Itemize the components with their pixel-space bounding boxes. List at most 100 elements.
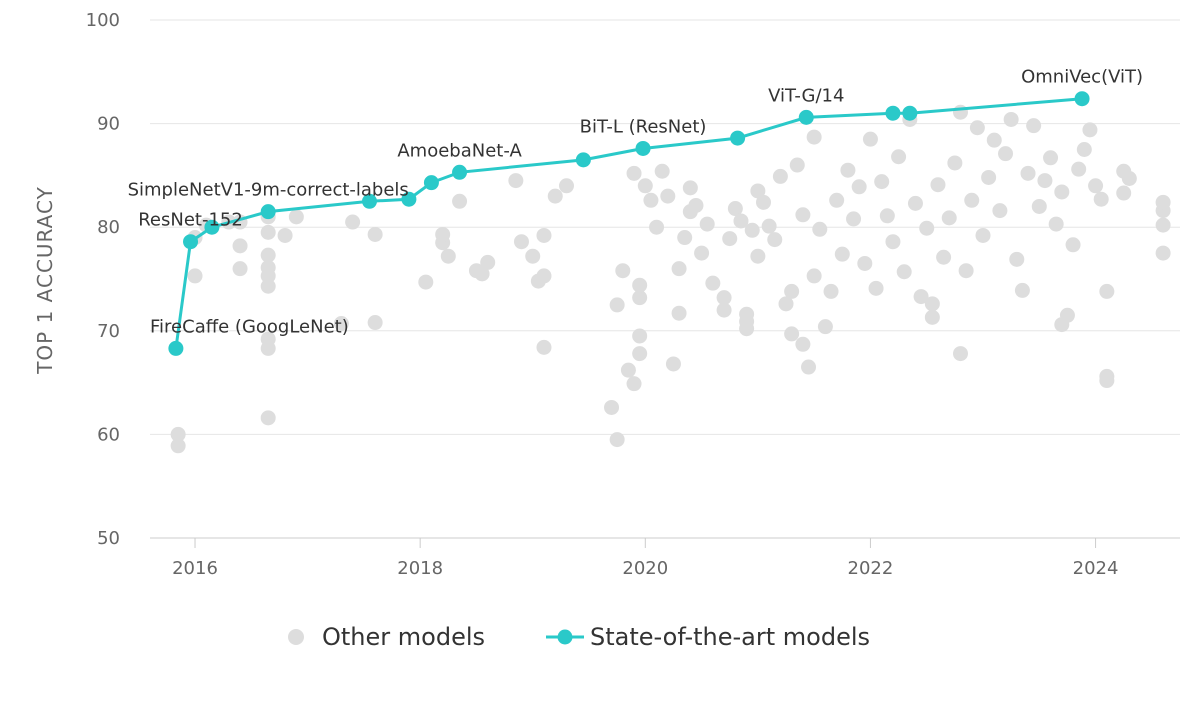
other-model-point[interactable] [812,221,828,237]
other-model-point[interactable] [716,290,732,306]
other-model-point[interactable] [806,129,822,145]
other-model-point[interactable] [547,188,563,204]
other-model-point[interactable] [885,234,901,250]
other-model-point[interactable] [907,195,923,211]
legend[interactable]: Other models State-of-the-art models [288,623,870,651]
other-model-point[interactable] [345,214,361,230]
sota-point[interactable] [730,130,746,146]
other-model-point[interactable] [1099,283,1115,299]
other-model-point[interactable] [806,268,822,284]
other-model-point[interactable] [1082,122,1098,138]
other-model-point[interactable] [513,234,529,250]
other-model-point[interactable] [789,157,805,173]
sota-point[interactable] [183,234,199,250]
other-model-point[interactable] [930,177,946,193]
other-model-point[interactable] [536,268,552,284]
other-model-point[interactable] [474,266,490,282]
other-model-point[interactable] [767,232,783,248]
other-model-point[interactable] [260,224,276,240]
other-model-point[interactable] [823,283,839,299]
sota-point[interactable] [902,105,918,121]
other-model-point[interactable] [1071,161,1087,177]
other-model-point[interactable] [879,208,895,224]
other-model-point[interactable] [609,432,625,448]
other-model-point[interactable] [952,346,968,362]
sota-point[interactable] [168,340,184,356]
other-model-point[interactable] [440,248,456,264]
other-model-point[interactable] [260,278,276,294]
other-model-point[interactable] [632,277,648,293]
sota-point[interactable] [798,109,814,125]
other-model-point[interactable] [277,227,293,243]
other-model-point[interactable] [632,346,648,362]
other-model-point[interactable] [1009,251,1025,267]
other-model-point[interactable] [1065,237,1081,253]
other-model-point[interactable] [1155,217,1171,233]
other-model-point[interactable] [288,209,304,225]
other-model-point[interactable] [969,120,985,136]
other-model-point[interactable] [536,227,552,243]
other-model-point[interactable] [705,275,721,291]
other-model-point[interactable] [795,336,811,352]
other-model-point[interactable] [750,183,766,199]
other-model-point[interactable] [260,247,276,263]
other-model-point[interactable] [947,155,963,171]
other-model-point[interactable] [778,296,794,312]
other-model-point[interactable] [834,246,850,262]
other-model-point[interactable] [604,399,620,415]
other-model-point[interactable] [1014,282,1030,298]
other-model-point[interactable] [1155,245,1171,261]
other-model-point[interactable] [452,193,468,209]
other-model-point[interactable] [958,263,974,279]
other-model-point[interactable] [840,162,856,178]
other-model-point[interactable] [609,297,625,313]
other-model-point[interactable] [964,192,980,208]
sota-point[interactable] [635,140,651,156]
other-model-point[interactable] [1059,307,1075,323]
other-model-point[interactable] [755,194,771,210]
other-model-point[interactable] [632,290,648,306]
other-model-point[interactable] [260,260,276,276]
other-model-point[interactable] [784,326,800,342]
other-model-point[interactable] [1020,165,1036,181]
other-model-point[interactable] [1155,194,1171,210]
other-model-point[interactable] [784,283,800,299]
other-model-point[interactable] [829,192,845,208]
other-model-point[interactable] [727,201,743,217]
other-model-point[interactable] [435,226,451,242]
sota-point[interactable] [401,191,417,207]
other-model-point[interactable] [986,132,1002,148]
sota-point[interactable] [362,193,378,209]
other-model-point[interactable] [260,410,276,426]
other-model-point[interactable] [981,169,997,185]
other-model-point[interactable] [941,210,957,226]
other-model-point[interactable] [626,165,642,181]
sota-point[interactable] [575,152,591,168]
other-model-point[interactable] [643,192,659,208]
other-model-point[interactable] [868,280,884,296]
other-model-point[interactable] [1048,216,1064,232]
other-model-point[interactable] [817,319,833,335]
other-model-point[interactable] [1037,173,1053,189]
other-model-point[interactable] [1121,171,1137,187]
sota-point[interactable] [452,164,468,180]
other-model-point[interactable] [952,104,968,120]
other-model-point[interactable] [559,178,575,194]
other-model-point[interactable] [170,438,186,454]
sota-point[interactable] [423,175,439,191]
other-model-point[interactable] [694,245,710,261]
other-model-point[interactable] [677,230,693,246]
other-model-point[interactable] [733,213,749,229]
other-model-point[interactable] [682,180,698,196]
other-model-point[interactable] [744,222,760,238]
other-model-point[interactable] [632,328,648,344]
other-model-point[interactable] [508,173,524,189]
other-model-point[interactable] [536,339,552,355]
other-model-point[interactable] [924,309,940,325]
other-model-point[interactable] [671,305,687,321]
other-model-point[interactable] [1003,111,1019,127]
other-model-point[interactable] [801,359,817,375]
other-model-point[interactable] [367,315,383,331]
other-model-point[interactable] [660,188,676,204]
other-model-point[interactable] [232,261,248,277]
